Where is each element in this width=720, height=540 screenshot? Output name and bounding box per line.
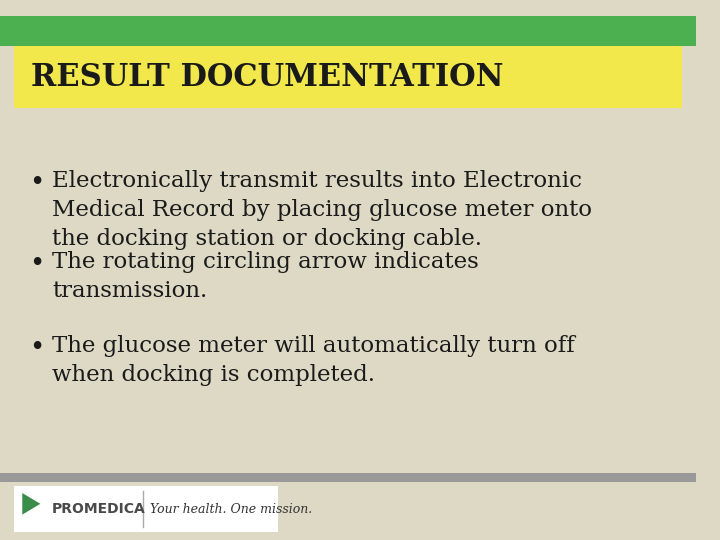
FancyBboxPatch shape	[0, 16, 696, 46]
Text: •: •	[30, 251, 45, 277]
FancyBboxPatch shape	[14, 46, 683, 108]
Text: PROMEDICA: PROMEDICA	[53, 502, 146, 516]
Text: •: •	[30, 170, 45, 196]
Text: The rotating circling arrow indicates
transmission.: The rotating circling arrow indicates tr…	[53, 251, 479, 302]
Text: The glucose meter will automatically turn off
when docking is completed.: The glucose meter will automatically tur…	[53, 335, 575, 386]
Text: •: •	[30, 335, 45, 361]
Text: Your health. One mission.: Your health. One mission.	[150, 503, 312, 516]
Polygon shape	[22, 493, 40, 515]
FancyBboxPatch shape	[14, 486, 279, 532]
FancyBboxPatch shape	[0, 472, 696, 482]
Text: Electronically transmit results into Electronic
Medical Record by placing glucos: Electronically transmit results into Ele…	[53, 170, 593, 249]
Text: RESULT DOCUMENTATION: RESULT DOCUMENTATION	[32, 62, 504, 93]
